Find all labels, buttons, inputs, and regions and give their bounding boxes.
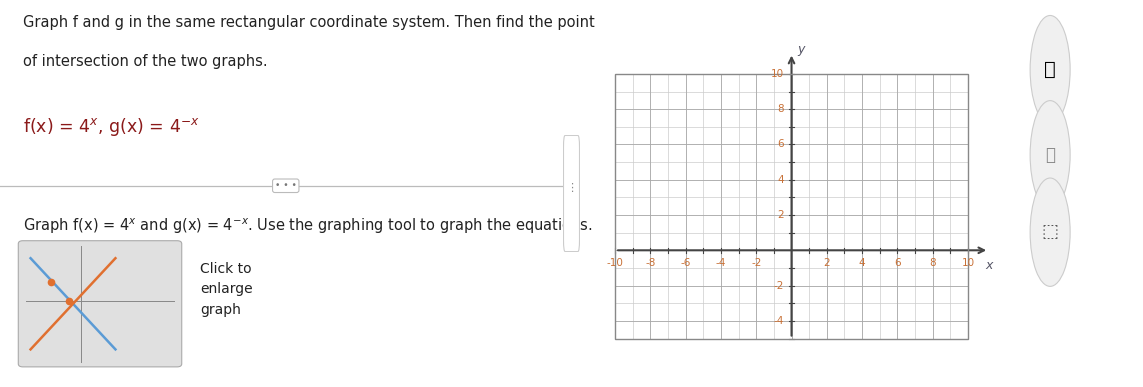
Text: ⋮: ⋮	[566, 183, 577, 193]
Text: -2: -2	[751, 258, 761, 268]
Circle shape	[1030, 101, 1070, 209]
Bar	[615, 74, 968, 339]
Text: 6: 6	[777, 139, 784, 149]
Text: -6: -6	[680, 258, 690, 268]
Text: Click to
enlarge
graph: Click to enlarge graph	[200, 262, 253, 317]
Text: 2: 2	[823, 258, 830, 268]
Text: -4: -4	[716, 258, 726, 268]
Text: y: y	[798, 43, 805, 56]
Text: -2: -2	[773, 281, 784, 291]
Text: of intersection of the two graphs.: of intersection of the two graphs.	[23, 54, 267, 69]
Text: Graph f and g in the same rectangular coordinate system. Then find the point: Graph f and g in the same rectangular co…	[23, 15, 594, 31]
Text: f(x) = 4$^x$, g(x) = 4$^{-x}$: f(x) = 4$^x$, g(x) = 4$^{-x}$	[23, 116, 200, 138]
Text: 🔍: 🔍	[1045, 60, 1056, 79]
Text: 8: 8	[777, 104, 784, 114]
FancyBboxPatch shape	[18, 241, 182, 367]
Text: 4: 4	[858, 258, 865, 268]
Text: -8: -8	[645, 258, 656, 268]
Text: 10: 10	[961, 258, 975, 268]
Circle shape	[1030, 15, 1070, 124]
Circle shape	[1030, 178, 1070, 286]
Text: -10: -10	[607, 258, 624, 268]
Text: • • •: • • •	[274, 181, 297, 190]
Text: x: x	[985, 259, 993, 272]
Text: 8: 8	[929, 258, 936, 268]
FancyBboxPatch shape	[563, 135, 580, 252]
Text: ⬚: ⬚	[1041, 223, 1058, 241]
Text: 2: 2	[777, 210, 784, 220]
Text: 🔍: 🔍	[1045, 146, 1055, 164]
Text: Graph f(x) = 4$^x$ and g(x) = 4$^{-x}$. Use the graphing tool to graph the equat: Graph f(x) = 4$^x$ and g(x) = 4$^{-x}$. …	[23, 217, 592, 236]
Text: 6: 6	[894, 258, 901, 268]
Text: 4: 4	[777, 175, 784, 185]
Text: 10: 10	[770, 69, 784, 79]
Text: -4: -4	[773, 316, 784, 326]
